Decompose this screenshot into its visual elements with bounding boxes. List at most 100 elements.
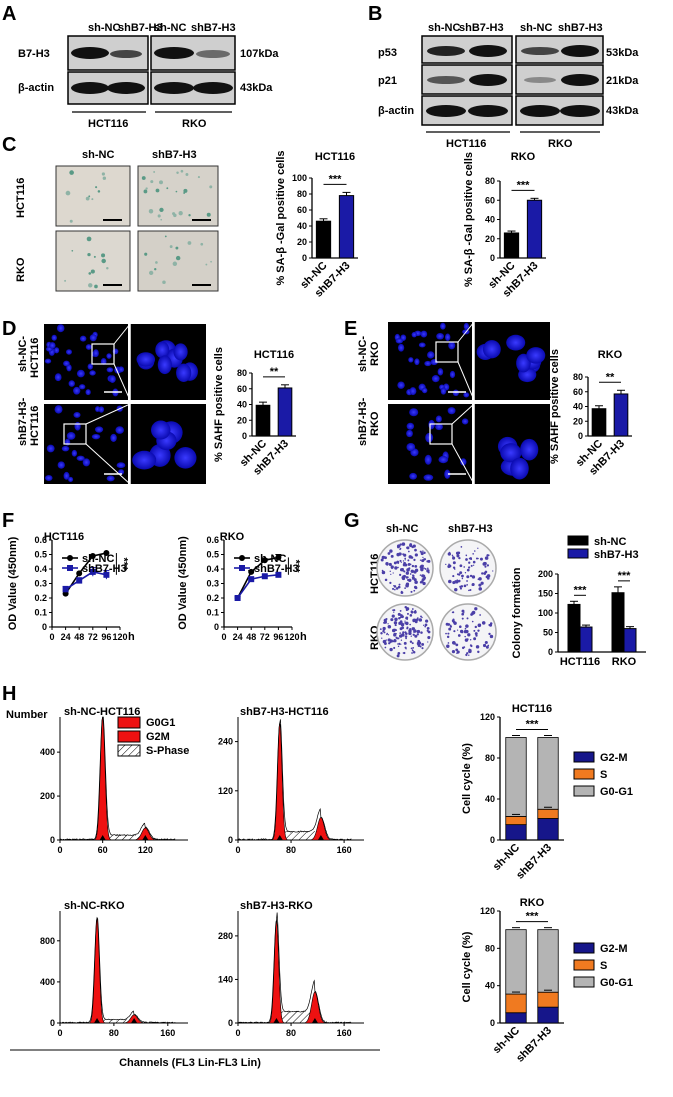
colony <box>413 558 416 562</box>
y-tick-label: 800 <box>40 936 55 946</box>
colony <box>472 564 475 566</box>
stacked-segment <box>537 818 559 841</box>
colony <box>413 618 417 622</box>
y-tick-label: 60 <box>297 205 307 215</box>
nucleus <box>437 368 444 376</box>
stain-spot <box>183 191 186 194</box>
legend-swatch <box>573 942 595 954</box>
zoom-line <box>457 361 475 401</box>
nucleus <box>106 353 112 359</box>
blot-a-group-1: HCT116 <box>88 118 128 130</box>
stacked-segment <box>537 991 559 1008</box>
blot-b-lane-4: shB7-H3 <box>558 22 603 34</box>
y-axis-label: % SAHF positive cells <box>213 347 225 462</box>
nucleus <box>76 369 85 378</box>
colony <box>411 642 414 645</box>
plates-g: sh-NC shB7-H3 HCT116 RKO <box>369 523 497 661</box>
colony <box>392 572 394 574</box>
stain-spot <box>209 185 213 189</box>
nucleus <box>106 367 114 373</box>
colony <box>412 646 415 649</box>
nucleus <box>56 324 65 333</box>
colony <box>447 552 451 556</box>
blot-a-lane-1: sh-NC <box>88 22 120 34</box>
significance-label: *** <box>517 179 531 191</box>
colony <box>403 641 407 645</box>
nucleus <box>500 443 522 463</box>
stain-spot <box>90 269 95 274</box>
stain-spot <box>69 170 74 175</box>
colony <box>422 581 426 586</box>
stain-spot <box>187 241 192 245</box>
nucleus <box>79 384 86 390</box>
y-axis-label: OD Value (450nm) <box>177 536 189 630</box>
x-tick-label: 72 <box>260 632 270 642</box>
data-point <box>275 554 282 561</box>
nucleus <box>100 358 107 365</box>
colony <box>452 566 456 569</box>
colony <box>397 652 401 655</box>
nucleus <box>155 341 170 359</box>
colony <box>391 614 395 618</box>
stain-spot <box>91 198 94 201</box>
colony <box>448 627 452 631</box>
colony <box>427 567 429 570</box>
x-tick-label: shB7-H3 <box>514 1025 554 1065</box>
y-tick-label: 0.2 <box>34 593 47 603</box>
stain-spot <box>183 188 188 193</box>
colony <box>409 573 412 575</box>
x-tick-label: 0 <box>235 1028 240 1038</box>
colony <box>459 587 462 590</box>
stain-spot <box>102 176 107 180</box>
colony <box>398 617 401 620</box>
nucleus <box>79 335 87 342</box>
micrographs-c: sh-NC shB7-H3 HCT116 RKO <box>15 149 219 292</box>
stain-spot <box>185 173 189 176</box>
nucleus <box>66 349 72 355</box>
legend-label: sh-NC <box>594 536 626 548</box>
zoom-box <box>435 341 459 363</box>
colony <box>419 550 422 553</box>
stain-spot <box>88 283 93 288</box>
nucleus <box>427 351 435 359</box>
colony <box>408 555 412 559</box>
zoom-box <box>91 343 115 365</box>
y-tick-label: 0 <box>578 431 583 441</box>
stain-spot <box>144 252 148 256</box>
nucleus <box>506 334 526 351</box>
colony <box>402 560 405 562</box>
flow-title: shB7-H3-HCT116 <box>240 706 329 718</box>
x-tick-label: shB7-H3 <box>514 842 554 882</box>
mic-c-col-1: sh-NC <box>82 149 114 161</box>
nucleus <box>424 360 432 367</box>
legend-label: S <box>600 960 607 972</box>
colony <box>419 645 422 648</box>
x-tick-label: 0 <box>57 845 62 855</box>
nucleus <box>68 476 74 482</box>
x-tick-label: 120 <box>284 632 299 642</box>
legend-label: G0-G1 <box>600 786 633 798</box>
nucleus <box>406 442 416 452</box>
colony <box>452 575 455 578</box>
legend-label: shB7-H3 <box>82 563 127 575</box>
y-tick-label: 120 <box>218 786 233 796</box>
data-point <box>275 571 282 578</box>
x-tick-label: 96 <box>101 632 111 642</box>
mic-d-row-1: sh-NC- <box>17 336 29 372</box>
flow-title: sh-NC-RKO <box>64 900 125 912</box>
colony <box>411 652 413 654</box>
colony <box>469 639 472 641</box>
series-line <box>65 571 107 590</box>
colony <box>452 556 456 560</box>
stacked-segment <box>505 824 527 841</box>
colony <box>424 623 428 627</box>
chart-title: RKO <box>511 151 536 163</box>
colony <box>421 567 424 570</box>
blot-b-kda-3: 43kDa <box>606 105 639 117</box>
flow-legend-label: G2M <box>146 731 170 743</box>
zoom-line <box>113 363 131 401</box>
colony <box>414 580 418 585</box>
chart-title: RKO <box>520 897 545 909</box>
bar <box>611 592 625 653</box>
stain-spot <box>210 260 212 263</box>
